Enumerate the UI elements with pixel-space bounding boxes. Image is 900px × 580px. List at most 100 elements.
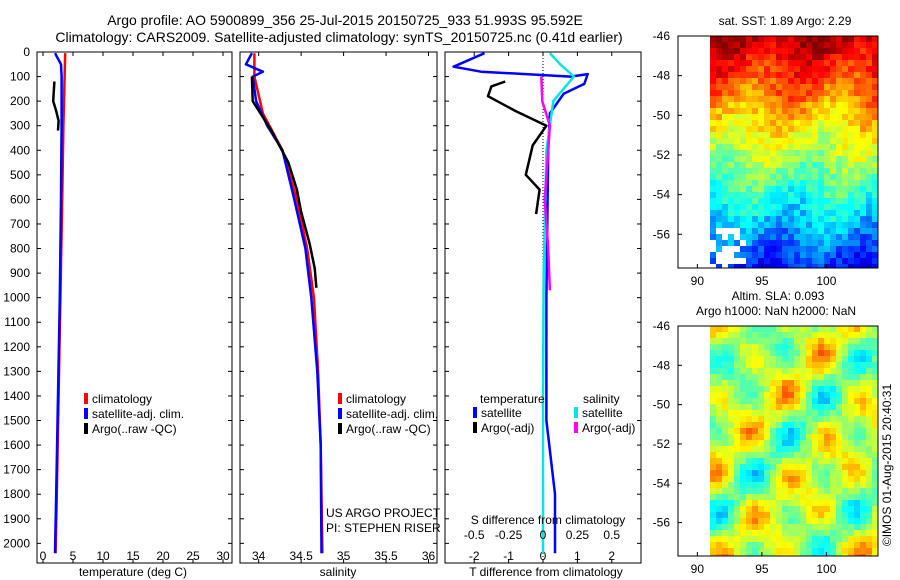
sla-cell [758,344,764,350]
sla-cell [842,494,848,500]
sst-cell [758,198,764,204]
sst-cell [812,102,818,108]
sla-cell [728,482,734,488]
sst-cell [836,90,842,96]
sla-cell [824,530,830,536]
sla-cell [806,392,812,398]
sla-cell [746,356,752,362]
sst-cell [836,150,842,156]
sst-cell [782,138,788,144]
temperature-panel-frame [36,51,233,564]
sla-cell [800,344,806,350]
sst-cell [788,150,794,156]
sla-cell [740,434,746,440]
sst-cell [806,48,812,54]
sst-cell [758,60,764,66]
sst-cell [800,48,806,54]
sst-cell [734,240,740,246]
sla-cell [782,434,788,440]
sst-cell [854,186,860,192]
sst-cell [836,228,842,234]
sst-cell [818,204,824,210]
sla-cell [818,518,824,524]
sst-cell [860,102,866,108]
sla-cell [710,404,716,410]
sst-cell [800,42,806,48]
sla-cell [764,554,770,556]
sst-cell [776,216,782,222]
sla-cell [728,446,734,452]
sst-cell [848,48,854,54]
sla-cell [752,368,758,374]
sla-cell [770,536,776,542]
sla-cell [758,500,764,506]
sst-cell [734,204,740,210]
sla-cell [734,464,740,470]
sst-cell [836,246,842,252]
sla-cell [734,530,740,536]
sst-cell [734,150,740,156]
sst-cell [776,240,782,246]
sst-cell [758,210,764,216]
sst-cell [872,222,878,228]
sla-cell [854,392,860,398]
sla-cell [860,428,866,434]
sla-cell [764,434,770,440]
sst-cell [854,204,860,210]
sst-cell [758,78,764,84]
sla-cell [872,332,878,338]
sst-cell [842,90,848,96]
sst-cell [830,72,836,78]
sla-cell [758,494,764,500]
sla-cell [788,344,794,350]
sst-cell [812,132,818,138]
sst-cell [800,66,806,72]
sla-cell [806,344,812,350]
sst-cell [710,198,716,204]
legend-swatch-temperature-satellite [473,407,477,418]
sla-cell [746,332,752,338]
sla-cell [830,494,836,500]
sst-cell [770,240,776,246]
sst-cell [824,192,830,198]
sla-cell [818,452,824,458]
sst-cell [764,36,770,42]
sst-cell [728,156,734,162]
sla-cell [806,554,812,556]
sla-cell [824,398,830,404]
sst-cell [860,36,866,42]
sla-cell [782,482,788,488]
sst-cell [782,96,788,102]
sla-cell [830,554,836,556]
sla-cell [860,356,866,362]
sst-cell [770,216,776,222]
sla-cell [740,344,746,350]
sla-cell [782,380,788,386]
sst-cell [758,54,764,60]
sst-cell [716,60,722,66]
sla-cell [854,470,860,476]
sla-cell [734,458,740,464]
sst-cell [740,234,746,240]
sla-cell [788,422,794,428]
sla-cell [716,350,722,356]
sla-cell [872,506,878,512]
sla-cell [854,494,860,500]
sst-cell [866,84,872,90]
sla-cell [788,416,794,422]
sla-cell [836,512,842,518]
sst-cell [830,192,836,198]
sla-cell [872,446,878,452]
sst-cell [854,108,860,114]
sst-cell [842,96,848,102]
sst-cell [824,234,830,240]
x-tick-label: 0 [540,549,547,563]
sla-cell [752,404,758,410]
sla-cell [854,422,860,428]
sla-cell [716,440,722,446]
sla-cell [776,542,782,548]
sst-cell [800,138,806,144]
sla-cell [794,326,800,332]
sla-cell [740,530,746,536]
sla-cell [866,518,872,524]
